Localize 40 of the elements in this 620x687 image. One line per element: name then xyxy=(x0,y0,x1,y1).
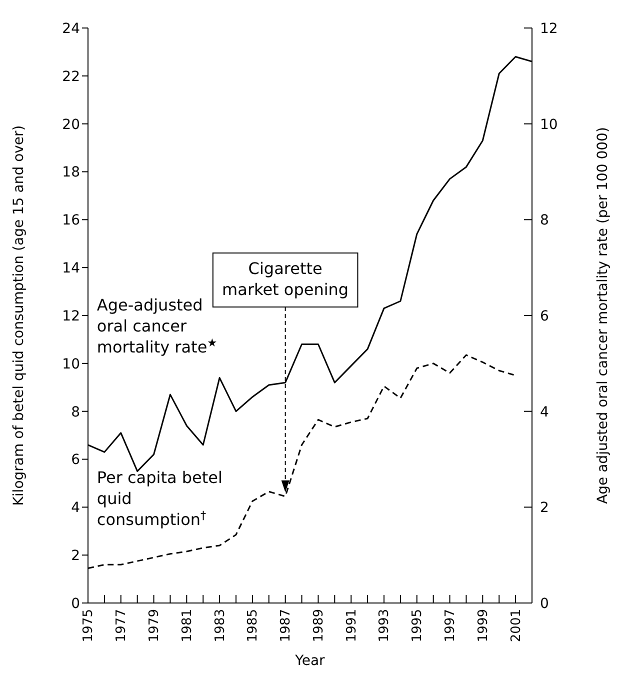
y-tick-label: 6 xyxy=(71,452,80,468)
y2-tick-label: 8 xyxy=(540,212,549,229)
x-tick-label: 2001 xyxy=(508,609,524,642)
x-tick-label: 1993 xyxy=(377,609,392,642)
y-axis-title: Kilogram of betel quid consumption (age 15 and over) xyxy=(10,125,27,506)
series-label: Per capita betel quid consumption$^{†}$ xyxy=(96,468,222,530)
x-tick-label: 1979 xyxy=(147,609,162,642)
x-tick-label: 1997 xyxy=(443,609,458,642)
y-tick-label: 18 xyxy=(62,164,80,181)
y-tick-label: 12 xyxy=(62,308,80,324)
x-tick-label: 1985 xyxy=(246,609,261,642)
series-label: Age-adjusted oral cancer mortality rate$^{★}$ xyxy=(96,296,218,357)
x-tick-label: 1987 xyxy=(278,609,294,642)
x-tick-label: 1975 xyxy=(81,609,96,642)
y-tick-label: 8 xyxy=(71,404,80,420)
y-tick-label: 4 xyxy=(71,500,80,516)
x-tick-label: 1995 xyxy=(410,609,426,642)
y-tick-label: 10 xyxy=(62,356,80,372)
y-tick-label: 16 xyxy=(62,212,80,229)
x-tick-label: 1989 xyxy=(311,609,326,642)
y2-tick-label: 0 xyxy=(540,596,549,612)
y-tick-label: 24 xyxy=(62,20,80,37)
y-tick-label: 2 xyxy=(71,548,80,564)
x-tick-label: 1981 xyxy=(180,609,195,642)
y-tick-label: 14 xyxy=(62,260,80,277)
y2-tick-label: 10 xyxy=(540,116,558,133)
x-tick-label: 1977 xyxy=(114,609,130,642)
y-tick-label: 0 xyxy=(71,596,80,612)
x-tick-label: 1991 xyxy=(344,609,360,642)
x-tick-label: 1999 xyxy=(476,609,491,642)
x-axis-title: Year xyxy=(294,652,326,669)
x-tick-label: 1983 xyxy=(212,609,228,642)
annotation: Cigarette market opening xyxy=(222,259,349,299)
y2-tick-label: 12 xyxy=(540,20,558,37)
y2-tick-label: 4 xyxy=(540,404,549,420)
y-tick-label: 22 xyxy=(62,68,80,85)
y2-tick-label: 2 xyxy=(540,500,549,516)
y2-axis-title: Age adjusted oral cancer mortality rate (per 100 000) xyxy=(594,127,611,504)
y-tick-label: 20 xyxy=(62,116,80,133)
y2-tick-label: 6 xyxy=(540,308,549,324)
